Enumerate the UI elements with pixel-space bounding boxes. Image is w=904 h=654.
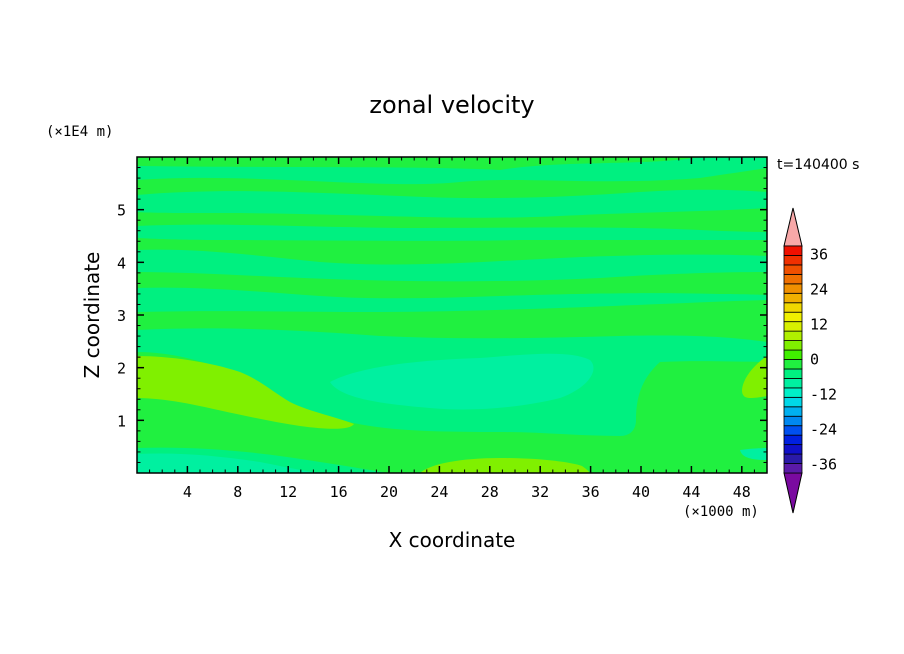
x-tick-label: 48	[733, 483, 751, 501]
colorbar-swatch	[783, 264, 803, 275]
contour-region-mid-band-3	[137, 287, 767, 312]
colorbar-tick-label: 36	[810, 246, 828, 264]
colorbar-tick-label: 24	[810, 281, 828, 299]
time-label: t=140400 s	[777, 157, 859, 173]
colorbar-swatch	[783, 453, 803, 464]
colorbar-swatch	[783, 396, 803, 408]
contour-region-mid-band-1	[137, 224, 767, 241]
y-unit-label: (×1E4 m)	[46, 124, 113, 140]
colorbar-tick-label: 12	[810, 316, 828, 334]
y-axis-title: Z coordinate	[80, 252, 104, 379]
y-tick-label: 1	[117, 412, 126, 430]
x-tick-label: 12	[279, 483, 297, 501]
colorbar-swatch	[783, 359, 803, 370]
colorbar-swatch	[783, 349, 803, 360]
chart-title: zonal velocity	[369, 91, 534, 119]
x-tick-label: 20	[380, 483, 398, 501]
colorbar-swatch	[783, 378, 803, 389]
colorbar-swatch	[783, 444, 803, 455]
colorbar-swatch	[783, 321, 803, 332]
y-tick-label: 5	[117, 202, 126, 220]
x-tick-label: 4	[183, 483, 192, 501]
contour-region-upper-band	[137, 189, 767, 218]
colorbar-tick-label: -24	[810, 420, 837, 438]
colorbar-swatch	[783, 311, 803, 323]
colorbar-swatch	[783, 368, 803, 379]
y-axis-ticks: 1 2 3 4 5	[117, 167, 767, 463]
colorbar-swatch	[783, 463, 803, 474]
colorbar-swatch	[783, 434, 803, 446]
x-tick-label: 16	[330, 483, 348, 501]
colorbar-swatch	[783, 387, 803, 398]
colorbar-swatch	[783, 330, 803, 341]
colorbar-tick-label: -12	[810, 385, 837, 403]
x-tick-label: 40	[632, 483, 650, 501]
x-tick-label: 28	[481, 483, 499, 501]
contour-region-right-yellowgreen	[742, 356, 767, 398]
x-axis-ticks: 4 8 12 16 20 24 28 32 36 40 44 48	[149, 157, 755, 501]
x-tick-label: 24	[430, 483, 448, 501]
x-tick-label: 32	[531, 483, 549, 501]
colorbar-swatch	[783, 425, 803, 436]
contour-region-bottom-yellowgreen	[420, 458, 590, 473]
contour-region-top-light	[137, 157, 767, 185]
x-tick-label: 44	[682, 483, 700, 501]
contour-region-left-yellowgreen	[137, 356, 354, 429]
contour-region-center-cyan	[330, 353, 594, 410]
colorbar-swatch	[783, 415, 803, 427]
colorbar-swatch	[783, 292, 803, 304]
colorbar-tick-label: -36	[810, 455, 837, 473]
x-tick-label: 8	[233, 483, 242, 501]
y-tick-label: 3	[117, 307, 126, 325]
colorbar-swatch	[783, 340, 803, 351]
y-tick-label: 4	[117, 254, 126, 272]
colorbar-swatch	[783, 255, 803, 266]
colorbar-swatch	[783, 245, 803, 256]
x-axis-title: X coordinate	[389, 528, 516, 552]
contour-region-bottom-left-cyan	[137, 453, 320, 473]
colorbar-swatch	[783, 406, 803, 417]
colorbar: 36 24 12 0 -12 -24 -36	[783, 207, 837, 514]
contour-field	[137, 157, 767, 473]
colorbar-swatch	[783, 273, 803, 285]
colorbar-swatch	[783, 302, 803, 313]
x-unit-label: (×1000 m)	[683, 504, 759, 520]
contour-region-bottom-right-cyan	[740, 448, 767, 460]
y-tick-label: 2	[117, 360, 126, 378]
contour-region-mid-band-2	[137, 249, 767, 282]
colorbar-max-arrow	[783, 207, 803, 247]
colorbar-swatch	[783, 283, 803, 294]
x-tick-label: 36	[582, 483, 600, 501]
colorbar-min-arrow	[783, 472, 803, 514]
colorbar-tick-label: 0	[810, 351, 819, 369]
